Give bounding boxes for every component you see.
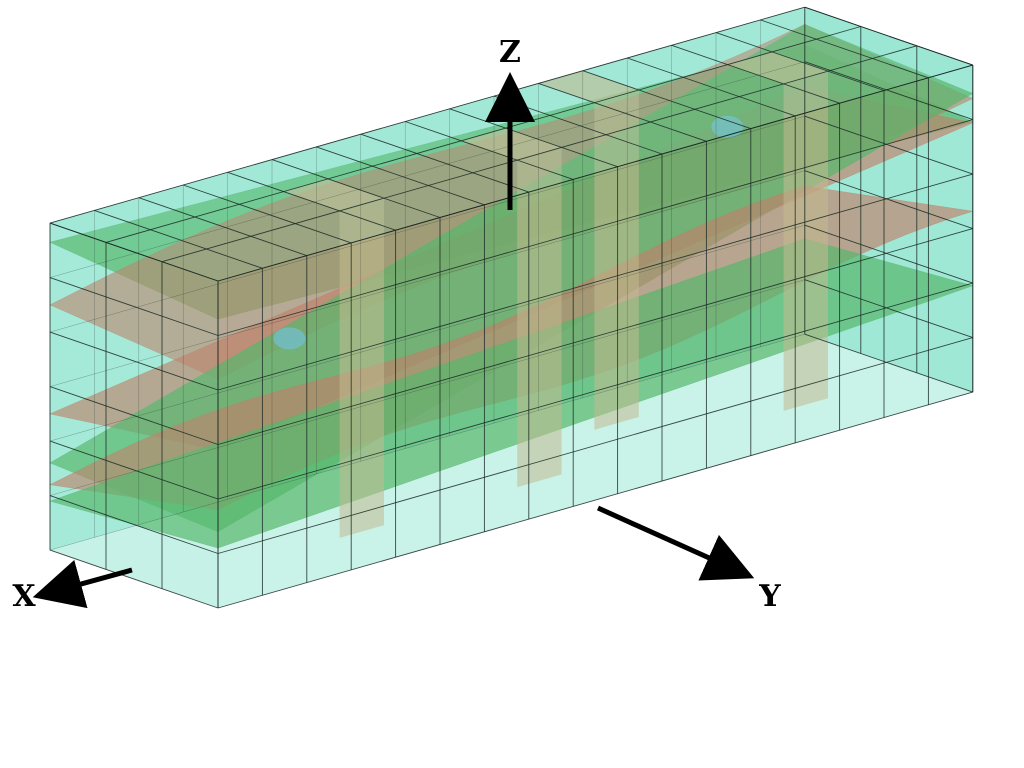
grid-line xyxy=(217,228,973,445)
back-grid-line xyxy=(49,61,805,278)
z-axis-label: Z xyxy=(499,35,521,70)
mesh-grid-lines xyxy=(49,6,974,609)
x-axis-label: X xyxy=(12,579,36,614)
back-grid-line xyxy=(49,6,805,224)
grid-line xyxy=(449,108,618,168)
x-axis: X xyxy=(12,559,133,614)
grid-line xyxy=(217,282,973,500)
grid-line xyxy=(538,82,707,142)
grid-line xyxy=(217,337,973,554)
grid-line xyxy=(316,146,485,206)
grid-line xyxy=(804,279,973,339)
back-grid-line xyxy=(49,224,805,442)
grid-line xyxy=(360,133,529,193)
orange-column-front-2 xyxy=(517,147,562,488)
z-axis: Z xyxy=(485,35,535,210)
grid-line xyxy=(49,277,219,336)
grid-line xyxy=(94,209,263,269)
grid-line xyxy=(227,171,396,231)
grid-line xyxy=(49,495,219,554)
grid-line xyxy=(804,170,973,230)
orange-column-front-3 xyxy=(783,71,828,411)
back-grid-line xyxy=(49,115,805,333)
y-axis-label: Y xyxy=(758,579,781,614)
grid-line xyxy=(49,331,219,391)
grid-line xyxy=(804,6,973,66)
grid-line xyxy=(582,70,751,130)
grid-line xyxy=(49,549,219,609)
grid-line xyxy=(217,64,973,282)
grid-line xyxy=(49,440,219,500)
y-axis-arrow xyxy=(596,505,755,581)
y-axis: Y xyxy=(596,505,781,614)
grid-line xyxy=(217,119,973,336)
x-axis-arrow xyxy=(32,559,133,609)
back-grid-line xyxy=(49,170,805,387)
grid-line xyxy=(405,121,574,180)
grid-line xyxy=(271,159,441,218)
back-grid-line xyxy=(49,333,805,551)
grid-line xyxy=(138,197,307,257)
grid-line xyxy=(804,115,973,175)
grid-line xyxy=(217,173,973,391)
grid-line xyxy=(671,44,840,104)
orange-column-front-4 xyxy=(594,90,639,430)
grid-line xyxy=(715,32,885,91)
grid-line xyxy=(161,45,917,263)
orange-column-front-1 xyxy=(339,198,384,538)
grid-line xyxy=(183,184,352,244)
grid-line xyxy=(804,333,973,393)
back-grid-line xyxy=(49,279,805,496)
blue-spot-1 xyxy=(273,327,306,350)
grid-line xyxy=(804,61,973,121)
grid-line xyxy=(760,19,929,79)
grid-line xyxy=(49,386,219,445)
grid-line xyxy=(105,26,861,243)
grid-line xyxy=(49,222,219,282)
grid-line xyxy=(804,224,973,284)
grid-line xyxy=(49,6,805,224)
grid-line xyxy=(217,391,973,609)
grid-line xyxy=(627,57,796,117)
